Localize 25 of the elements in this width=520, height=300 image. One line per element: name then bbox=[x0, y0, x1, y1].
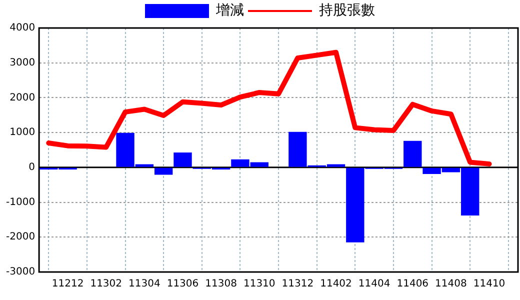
x-tick-label: 11408 bbox=[435, 278, 467, 290]
y-tick-label: -1000 bbox=[6, 196, 36, 208]
y-tick-label: 0 bbox=[28, 162, 36, 174]
x-tick-label: 11212 bbox=[52, 278, 84, 290]
x-tick-label: 11308 bbox=[205, 278, 237, 290]
x-tick-label: 11402 bbox=[320, 278, 352, 290]
x-tick-label: 11306 bbox=[166, 278, 199, 290]
x-tick-label: 11312 bbox=[282, 278, 314, 290]
y-tick-label: -2000 bbox=[6, 232, 36, 243]
legend-label: 增減 bbox=[215, 2, 244, 19]
y-tick-label: 3000 bbox=[10, 57, 36, 68]
y-tick-label: 1000 bbox=[10, 127, 36, 138]
legend-label: 持股張數 bbox=[319, 2, 375, 19]
x-tick-label: 11404 bbox=[358, 278, 390, 290]
y-tick-label: -3000 bbox=[6, 266, 36, 278]
y-tick-label: 4000 bbox=[10, 22, 36, 34]
x-tick-label: 11304 bbox=[128, 278, 160, 290]
bar bbox=[404, 140, 422, 167]
bar bbox=[174, 152, 192, 167]
x-tick-label: 11302 bbox=[90, 278, 122, 290]
x-tick-label: 11406 bbox=[396, 278, 429, 290]
x-tick-label: 11310 bbox=[243, 278, 276, 290]
bar bbox=[154, 168, 173, 175]
y-tick-label: 2000 bbox=[10, 92, 36, 104]
x-tick-label: 11410 bbox=[473, 278, 506, 290]
